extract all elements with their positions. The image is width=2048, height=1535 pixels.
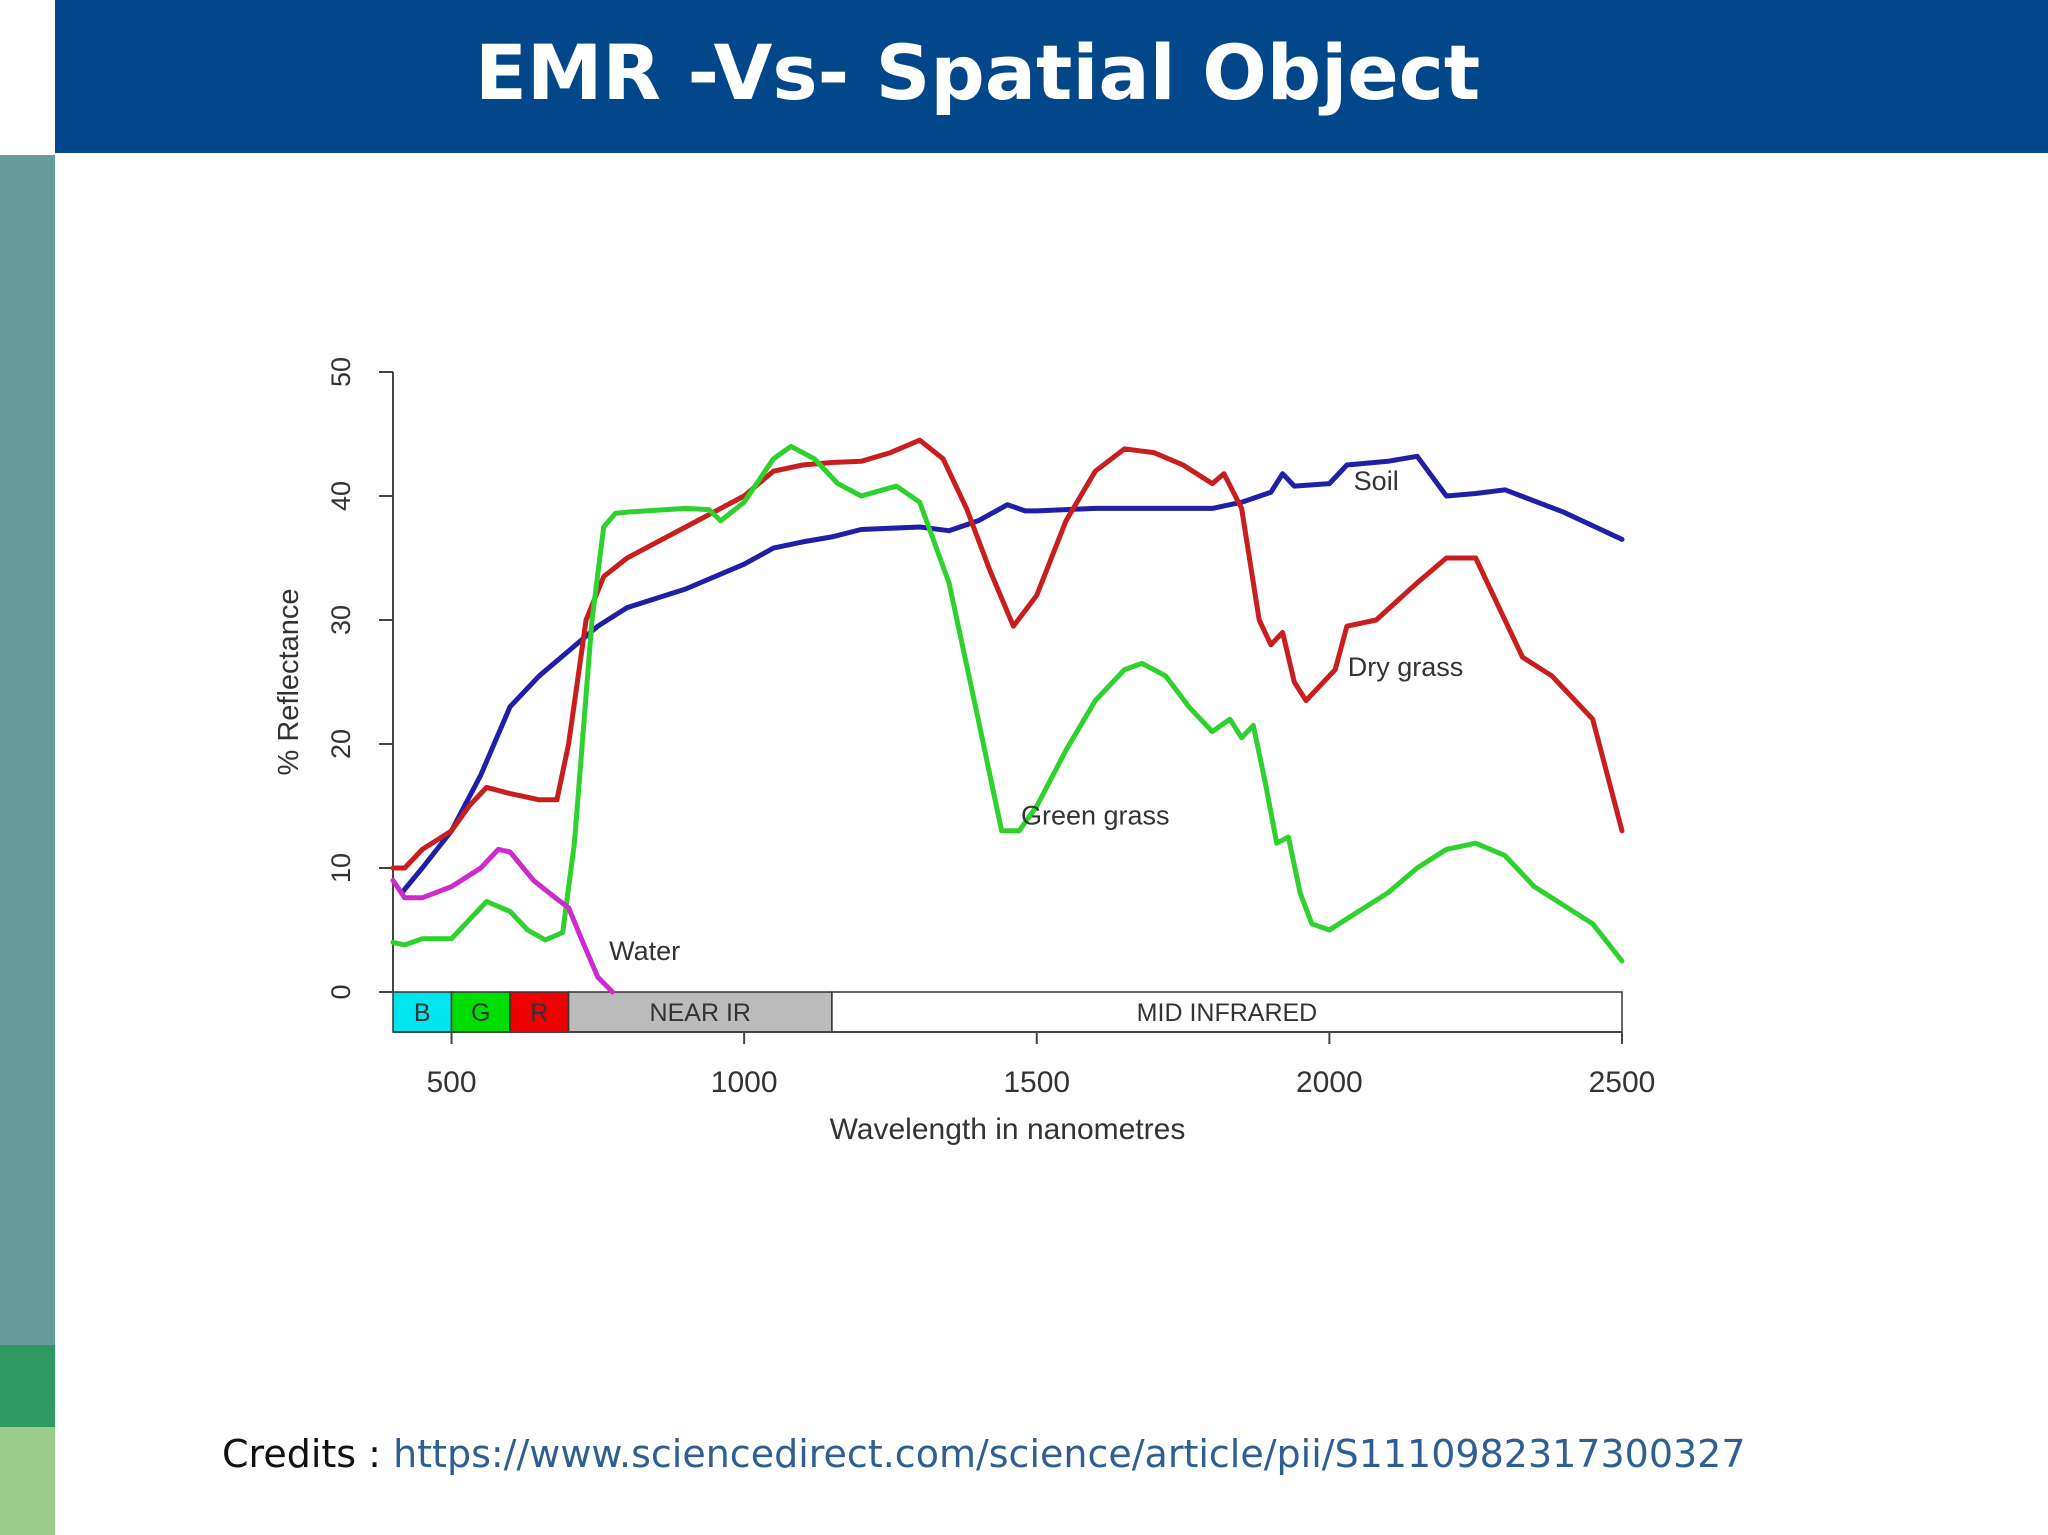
y-axis-title: % Reflectance — [273, 589, 305, 776]
sidebar-top — [0, 0, 55, 155]
y-tick-label: 30 — [326, 605, 356, 635]
series-line-soil — [399, 453, 1625, 896]
band-label: NEAR IR — [650, 999, 751, 1027]
band-label: G — [471, 999, 490, 1027]
band-label: B — [414, 999, 431, 1027]
series-line-dry-grass — [390, 437, 1625, 871]
sidebar-light-green-bar — [0, 1427, 55, 1535]
band-label: MID INFRARED — [1137, 999, 1318, 1027]
series-annotation: Dry grass — [1348, 652, 1464, 682]
slide-header: EMR -Vs- Spatial Object — [55, 0, 2048, 153]
chart-svg: B G R NEAR IR MID INFRARED 0 10 20 30 40 50 % Refle… — [273, 357, 1656, 1146]
x-tick-label: 2500 — [1589, 1066, 1656, 1099]
x-tick-label: 1000 — [711, 1066, 778, 1099]
y-tick-label: 0 — [326, 984, 356, 999]
credits-label: Credits : — [222, 1432, 381, 1476]
series-annotation: Soil — [1354, 466, 1399, 496]
reflectance-chart: B G R NEAR IR MID INFRARED 0 10 20 30 40 50 % Refle… — [210, 330, 1710, 1190]
series-annotation: Green grass — [1021, 801, 1170, 831]
x-tick-label: 500 — [426, 1066, 476, 1099]
series-annotation: Water — [609, 936, 680, 966]
sidebar-teal-bar — [0, 155, 55, 1345]
y-tick-label: 20 — [326, 729, 356, 759]
y-tick-label: 10 — [326, 853, 356, 883]
x-tick-label: 2000 — [1296, 1066, 1363, 1099]
y-tick-label: 50 — [326, 357, 356, 387]
series-line-green-grass — [390, 443, 1625, 964]
band-0 — [392, 991, 453, 1033]
x-axis-title: Wavelength in nanometres — [830, 1113, 1186, 1146]
slide-title: EMR -Vs- Spatial Object — [475, 28, 1481, 117]
sidebar-green-bar — [0, 1345, 55, 1427]
band-label: R — [530, 999, 548, 1027]
y-tick-label: 40 — [326, 481, 356, 511]
series-line-water — [390, 846, 615, 995]
x-tick-label: 1500 — [1003, 1066, 1070, 1099]
band-1 — [450, 991, 511, 1033]
credits-link[interactable]: https://www.sciencedirect.com/science/ar… — [393, 1432, 1746, 1476]
credits-line: Credits : https://www.sciencedirect.com/… — [222, 1432, 1746, 1476]
